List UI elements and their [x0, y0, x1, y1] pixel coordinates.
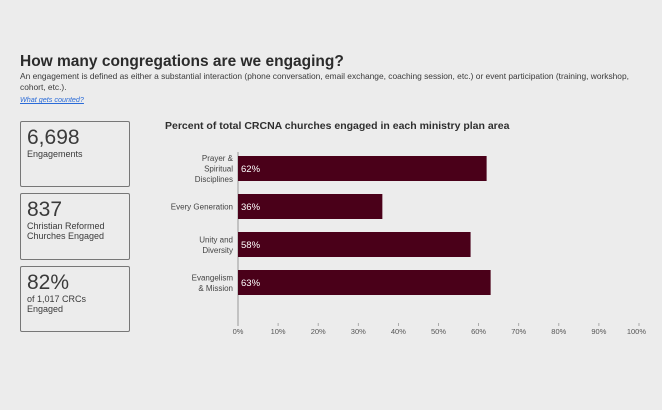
bar: [238, 156, 487, 181]
what-gets-counted-link[interactable]: What gets counted?: [20, 95, 84, 104]
x-tick-label: 80%: [551, 327, 566, 336]
category-label: Every Generation: [171, 203, 233, 212]
crcs-engaged-card: 82% of 1,017 CRCs Engaged: [20, 266, 130, 332]
x-tick-label: 40%: [391, 327, 406, 336]
page-description: An engagement is defined as either a sub…: [20, 71, 629, 92]
x-tick-label: 100%: [627, 327, 647, 336]
x-tick-label: 20%: [311, 327, 326, 336]
category-label: Unity and: [199, 235, 233, 244]
churches-engaged-label: Christian Reformed Churches Engaged: [27, 221, 105, 241]
bar-data-label: 63%: [241, 278, 261, 289]
x-tick-label: 50%: [431, 327, 446, 336]
category-label: Evangelism: [192, 273, 234, 282]
churches-engaged-value: 837: [27, 198, 63, 221]
crcs-engaged-label: of 1,017 CRCs Engaged: [27, 294, 87, 314]
category-label: Disciplines: [195, 175, 233, 184]
bar-data-label: 62%: [241, 164, 261, 175]
engagements-label: Engagements: [27, 149, 83, 159]
category-label: & Mission: [198, 284, 233, 293]
bar-data-label: 58%: [241, 240, 261, 251]
page-title: How many congregations are we engaging?: [20, 53, 344, 70]
category-label: Diversity: [202, 246, 233, 255]
category-label: Prayer &: [202, 154, 234, 163]
x-tick-label: 0%: [233, 327, 244, 336]
x-tick-label: 10%: [271, 327, 286, 336]
crcs-engaged-value: 82%: [27, 271, 70, 294]
x-tick-label: 30%: [351, 327, 366, 336]
bar-data-label: 36%: [241, 202, 261, 213]
x-tick-label: 60%: [471, 327, 486, 336]
x-tick-label: 90%: [591, 327, 606, 336]
engagements-card: 6,698 Engagements: [20, 121, 130, 187]
engagements-value: 6,698: [27, 126, 80, 149]
bar: [238, 194, 383, 219]
category-label: Spiritual: [204, 165, 233, 174]
x-tick-label: 70%: [511, 327, 526, 336]
bar: [238, 270, 491, 295]
chart-title: Percent of total CRCNA churches engaged …: [165, 120, 510, 132]
bar: [238, 232, 471, 257]
churches-engaged-card: 837 Christian Reformed Churches Engaged: [20, 193, 130, 260]
